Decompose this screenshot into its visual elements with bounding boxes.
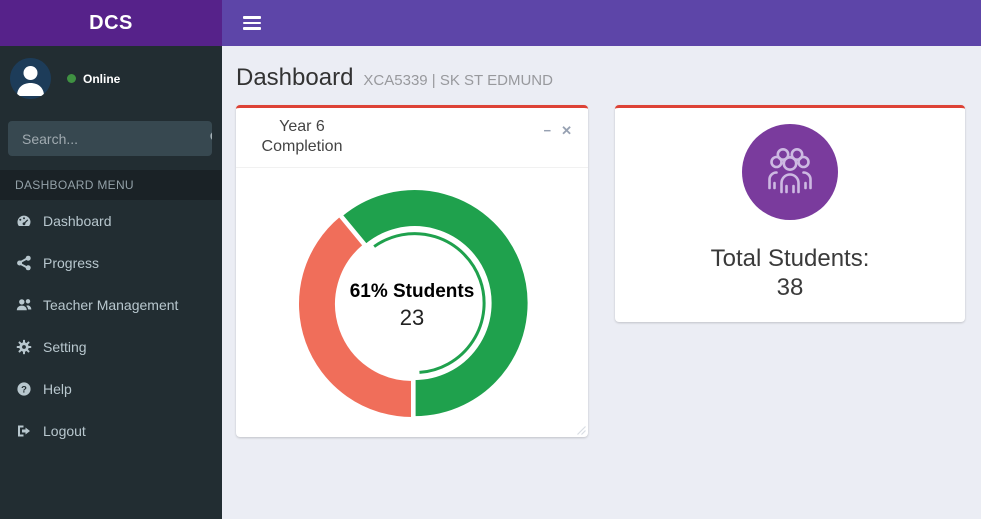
top-navbar: DCS	[0, 0, 981, 46]
sidebar-item-logout[interactable]: Logout	[0, 410, 222, 452]
completion-card: Year 6 Completion − ✕ 61% Students 23	[236, 105, 588, 437]
resize-grip-icon[interactable]	[576, 425, 586, 435]
collapse-icon[interactable]: −	[543, 123, 552, 138]
card-tools: − ✕	[544, 124, 573, 137]
sidebar-menu: Dashboard Progress	[0, 200, 222, 452]
page-subtitle: XCA5339 | SK ST EDMUND	[363, 72, 553, 89]
help-icon: ?	[16, 381, 32, 397]
completion-card-title: Year 6 Completion	[261, 118, 343, 155]
completion-card-body: 61% Students 23	[236, 168, 588, 437]
sidebar-item-setting[interactable]: Setting	[0, 326, 222, 368]
gear-icon	[16, 339, 32, 355]
sidebar-menu-header: DASHBOARD MENU	[0, 170, 222, 200]
logout-icon	[16, 423, 32, 439]
progress-icon	[16, 255, 32, 271]
navbar	[222, 0, 981, 46]
page-title: Dashboard	[236, 64, 354, 91]
sidebar-item-label: Help	[43, 381, 72, 397]
cards-row: Year 6 Completion − ✕ 61% Students 23	[236, 105, 965, 437]
sidebar-item-label: Dashboard	[43, 213, 112, 229]
sidebar-item-progress[interactable]: Progress	[0, 242, 222, 284]
close-icon[interactable]: ✕	[561, 123, 572, 138]
sidebar-item-dashboard[interactable]: Dashboard	[0, 200, 222, 242]
total-students-card: Total Students: 38	[615, 105, 965, 322]
sidebar-item-label: Setting	[43, 339, 87, 355]
search-input[interactable]	[8, 121, 203, 156]
hamburger-icon	[243, 16, 261, 19]
svg-text:?: ?	[21, 384, 27, 395]
students-group-icon	[742, 124, 838, 220]
sidebar-item-label: Teacher Management	[43, 297, 179, 313]
sidebar: Online DASHBOARD MENU	[0, 46, 222, 519]
search-icon	[209, 130, 212, 148]
completion-card-header: Year 6 Completion − ✕	[236, 108, 588, 168]
sidebar-toggle-button[interactable]	[237, 10, 267, 36]
completion-donut-chart	[297, 188, 530, 420]
user-panel: Online	[0, 46, 222, 109]
online-status-label: Online	[83, 71, 121, 86]
main-content: Dashboard XCA5339 | SK ST EDMUND Year 6 …	[222, 46, 981, 519]
users-icon	[16, 297, 32, 313]
total-students-label: Total Students:	[710, 245, 870, 272]
sidebar-search-form	[8, 121, 212, 156]
sidebar-item-label: Progress	[43, 255, 100, 271]
brand-logo[interactable]: DCS	[0, 0, 222, 46]
dashboard-icon	[16, 213, 32, 229]
user-avatar-icon	[10, 58, 51, 99]
online-status-dot	[67, 74, 76, 83]
search-button[interactable]	[203, 121, 212, 156]
user-status: Online	[67, 72, 120, 86]
sidebar-item-label: Logout	[43, 423, 86, 439]
sidebar-item-help[interactable]: ? Help	[0, 368, 222, 410]
total-students-value: 38	[776, 274, 804, 301]
sidebar-item-teacher-management[interactable]: Teacher Management	[0, 284, 222, 326]
page-header: Dashboard XCA5339 | SK ST EDMUND	[236, 64, 965, 92]
